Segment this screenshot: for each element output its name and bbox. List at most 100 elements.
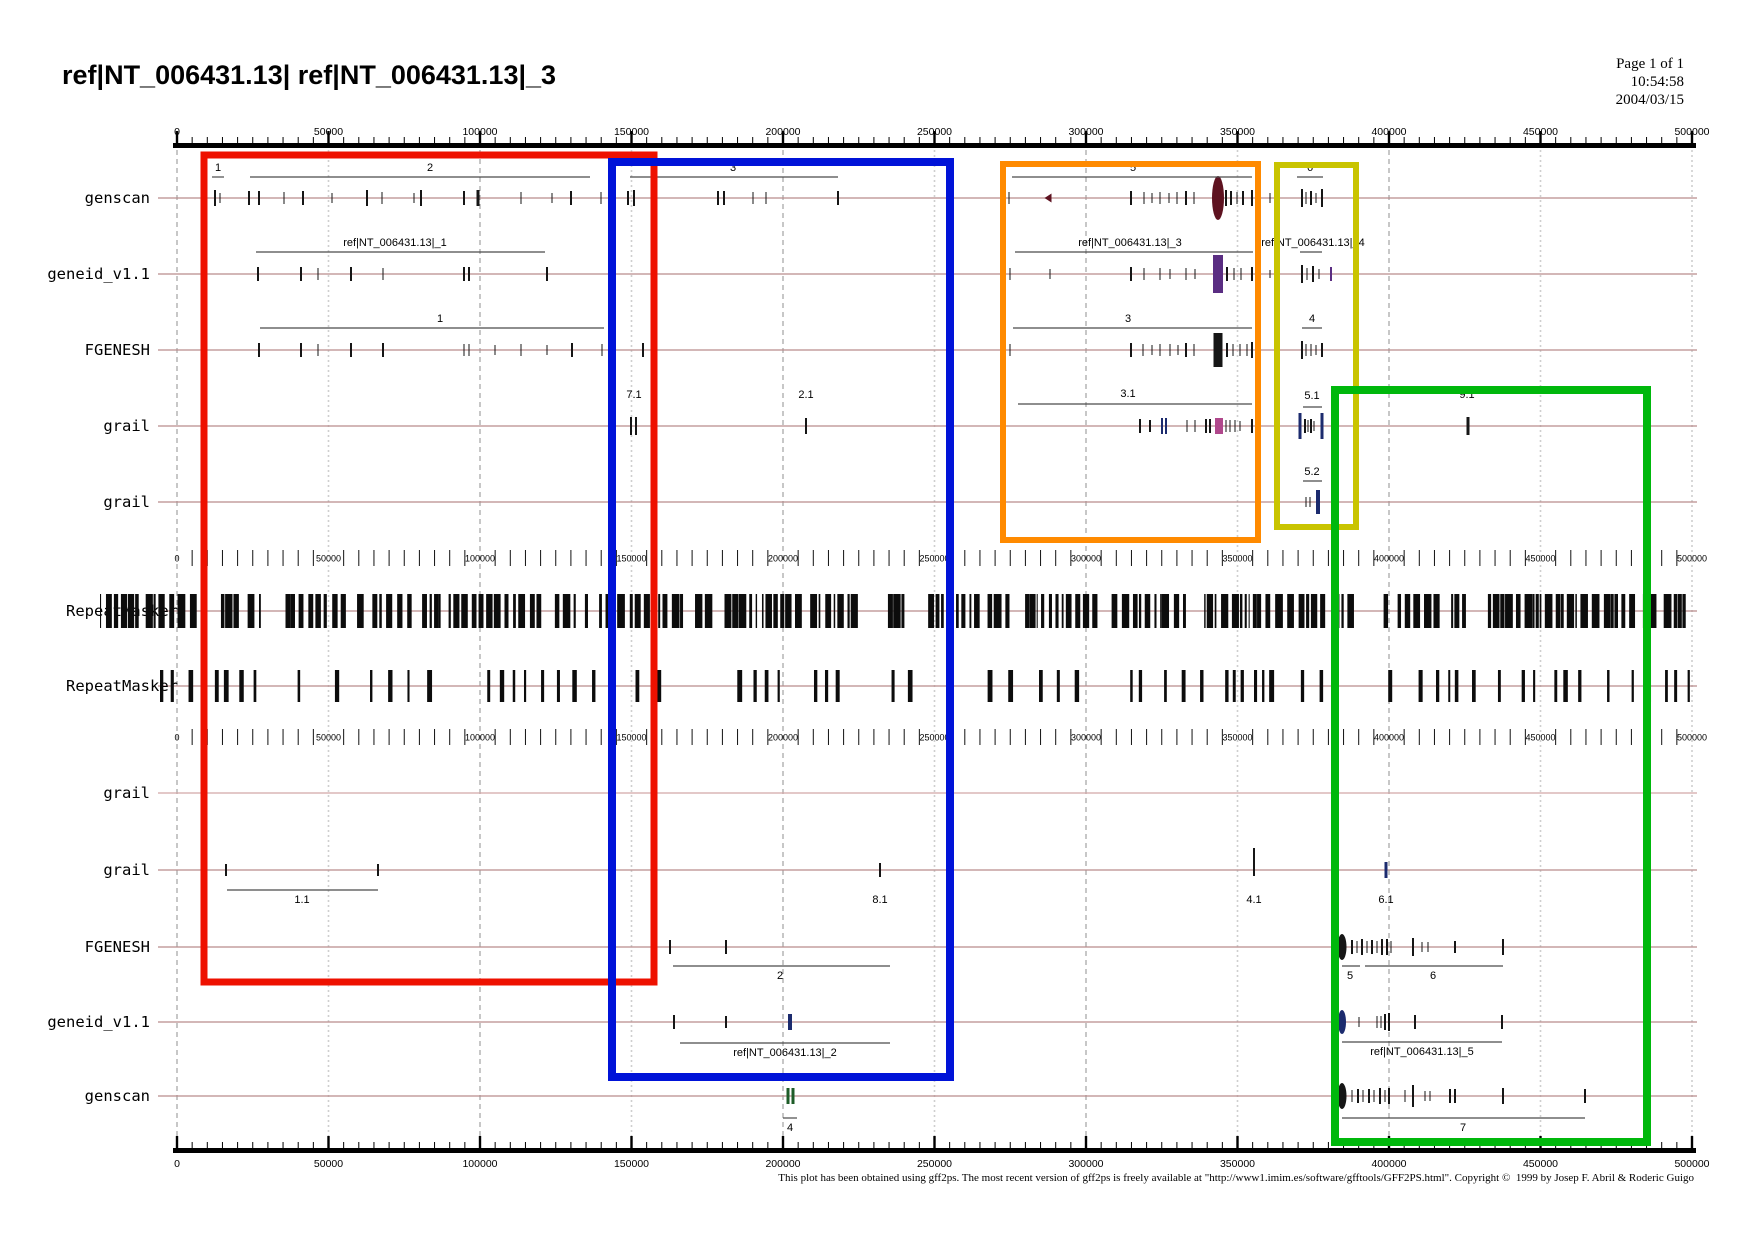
ruler-tick-label: 100000 <box>462 1158 497 1170</box>
ruler-tick-label: 450000 <box>1523 1158 1558 1170</box>
repeat-bar <box>1056 670 1060 702</box>
exon-tick <box>752 192 754 204</box>
exon-tick <box>1009 268 1011 280</box>
exon-tick <box>1310 419 1312 433</box>
repeat-bar <box>658 594 661 628</box>
exon-tick <box>1427 942 1429 952</box>
repeat-bar <box>1539 594 1542 628</box>
exon-tick <box>219 193 221 203</box>
repeat-bar <box>478 594 484 628</box>
track-label: grail <box>103 417 150 435</box>
gene-label: 4 <box>1309 313 1315 325</box>
exon-tick <box>1161 418 1163 434</box>
repeat-bar <box>253 670 257 702</box>
ruler-tick-label: 0 <box>174 126 180 138</box>
repeat-bar <box>928 594 935 628</box>
repeat-bar <box>599 594 602 628</box>
ruler-tick-label: 400000 <box>1374 733 1404 743</box>
repeat-bar <box>1505 594 1513 628</box>
ruler-bar <box>173 143 1696 148</box>
ruler-tick-label: 150000 <box>614 1158 649 1170</box>
exon-tick <box>1386 939 1388 955</box>
repeat-bar <box>536 594 542 628</box>
repeat-bar <box>438 594 441 628</box>
ruler-tick-label: 400000 <box>1371 1158 1406 1170</box>
repeat-bar <box>1677 594 1682 628</box>
exon-tick <box>765 192 767 204</box>
exon-tick <box>1305 497 1307 507</box>
exon-tick <box>1404 1090 1406 1102</box>
repeat-bar <box>1239 594 1243 628</box>
exon-tick <box>1384 1014 1386 1030</box>
exon-tick <box>1380 1016 1382 1028</box>
exon-tick <box>635 417 637 435</box>
exon-tick <box>1213 255 1223 293</box>
repeat-bar <box>1424 594 1432 628</box>
exon-arrow <box>1044 193 1052 203</box>
exon-tick <box>1169 269 1171 279</box>
selection-box-green <box>1331 386 1651 1146</box>
repeat-bar <box>1254 670 1258 702</box>
ruler-bar <box>173 1148 1696 1153</box>
ruler-tick-label: 200000 <box>765 1158 800 1170</box>
exon-tick <box>1301 189 1303 207</box>
repeat-bar <box>629 594 633 628</box>
repeat-bar <box>388 670 393 702</box>
exon-tick <box>1186 420 1188 432</box>
repeat-bar <box>1164 670 1167 702</box>
repeat-bar <box>1448 670 1451 702</box>
exon-tick <box>1351 1090 1353 1102</box>
repeat-bar <box>755 594 758 628</box>
exon-tick <box>1229 420 1231 432</box>
repeat-bar <box>100 594 102 628</box>
exon-tick <box>1251 190 1253 206</box>
gene-label: 5.2 <box>1304 466 1319 478</box>
repeat-bar <box>1497 670 1501 702</box>
exon-tick <box>1371 940 1373 954</box>
repeat-bar <box>486 594 493 628</box>
repeat-bar <box>1029 594 1036 628</box>
track-label: genscan <box>85 189 150 207</box>
exon-tick <box>1449 1089 1451 1103</box>
exon-tick <box>1185 268 1187 280</box>
exon-tick <box>791 1088 795 1104</box>
exon-tick <box>1356 941 1358 953</box>
exon-tick <box>300 343 302 357</box>
repeat-bar <box>1269 670 1275 702</box>
exon-tick <box>1321 343 1323 357</box>
exon-tick <box>1330 267 1332 281</box>
selection-box-red <box>200 151 658 986</box>
page-number: Page 1 of 1 <box>1616 56 1684 72</box>
exon-tick <box>570 191 572 205</box>
exon-tick <box>1143 192 1145 204</box>
repeat-bar <box>1621 594 1626 628</box>
exon-tick <box>600 192 602 204</box>
repeat-bar <box>1515 594 1521 628</box>
repeat-bar <box>1319 670 1324 702</box>
repeat-bar <box>1472 670 1476 702</box>
exon-tick <box>1169 344 1171 356</box>
repeat-bar <box>1500 594 1505 628</box>
repeat-bar <box>850 594 858 628</box>
repeat-bar <box>1611 594 1614 628</box>
exon-tick <box>1381 939 1383 955</box>
footer-credit: This plot has been obtained using gff2ps… <box>778 1172 1694 1184</box>
repeat-bar <box>764 670 769 702</box>
exon-tick <box>258 191 260 205</box>
exon-tick <box>520 192 522 204</box>
repeat-bar <box>737 670 743 702</box>
track-label: grail <box>103 861 150 879</box>
exon-tick <box>1130 191 1132 205</box>
exon-tick <box>1305 192 1307 204</box>
exon-tick <box>1269 270 1271 278</box>
track-label: RepeatMasker <box>66 677 178 695</box>
ruler-tick-label: 400000 <box>1371 126 1406 138</box>
repeat-bar <box>372 594 378 628</box>
track-label: genscan <box>85 1087 150 1105</box>
exon-tick <box>1321 189 1323 207</box>
repeat-bar <box>1433 594 1440 628</box>
exon-tick <box>1177 345 1179 355</box>
repeat-bar <box>732 594 739 628</box>
repeat-bar <box>1435 670 1440 702</box>
